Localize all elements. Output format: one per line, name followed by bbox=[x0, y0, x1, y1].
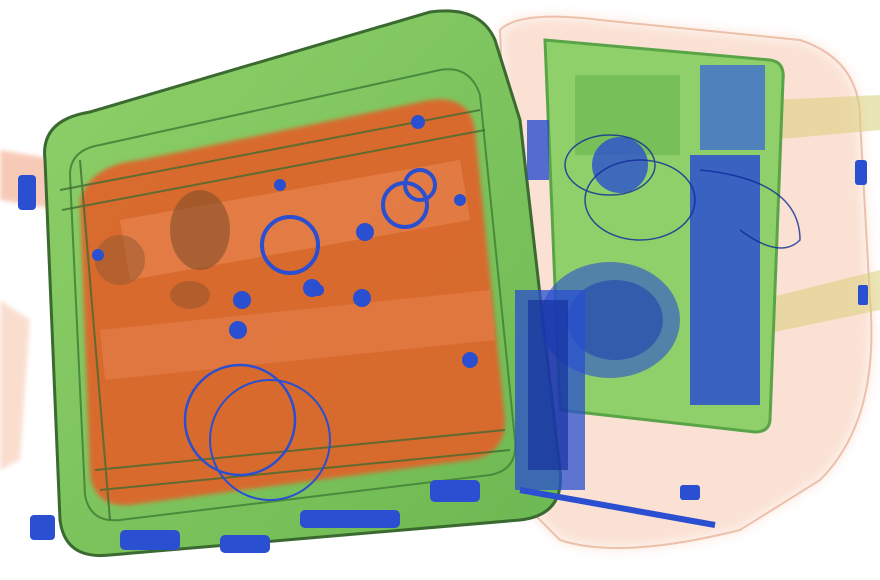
metal-parts bbox=[183, 168, 437, 501]
trolley-mechanism bbox=[515, 120, 716, 528]
rivets bbox=[92, 115, 478, 368]
organic-contents bbox=[80, 99, 505, 506]
electronics-tray bbox=[540, 38, 801, 434]
frame-lines bbox=[59, 109, 511, 521]
side-hardware bbox=[18, 160, 868, 305]
wheels bbox=[30, 480, 700, 553]
